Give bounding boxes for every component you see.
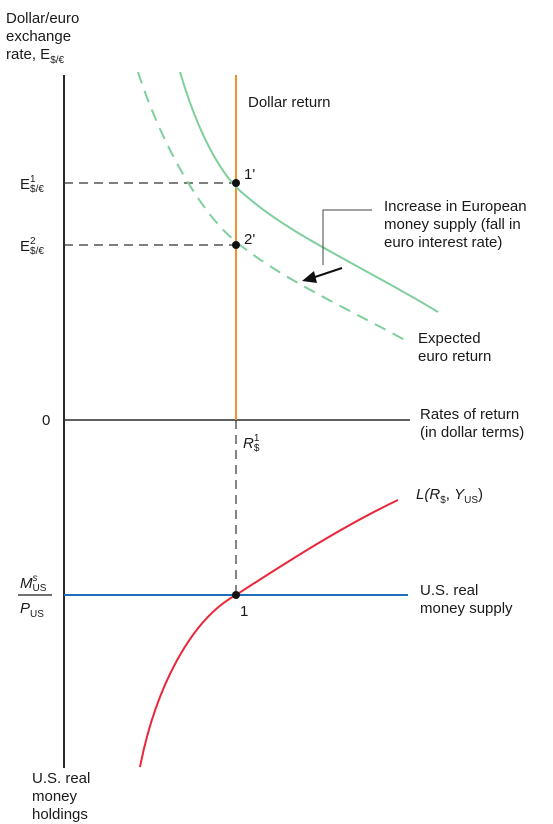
expected-euro-return-curve [179,71,439,313]
money-holdings-axis-label: U.S. real money holdings [32,770,91,823]
point-1prime-dot [232,179,240,187]
shift-arrowhead [302,271,317,283]
point-1prime-label: 1' [244,166,256,183]
point-1-dot [232,591,240,599]
shift-arrow [311,267,343,279]
money-demand-label: L(R$, YUS) [416,486,484,506]
e1-label: E 1 $/€ [20,174,44,195]
money-demand-curve [139,499,399,768]
zero-label: 0 [42,412,51,429]
point-1-label: 1 [240,603,249,620]
dollar-return-label: Dollar return [248,94,331,111]
money-supply-label: U.S. real money supply [420,582,513,617]
point-2prime-dot [232,241,240,249]
shifted-euro-return-curve [137,71,406,341]
x-axis-label: Rates of return (in dollar terms) [420,406,525,441]
point-2prime-label: 2' [244,231,256,248]
r-dollar-label: R 1 $ [243,433,260,454]
annotation-leader [322,209,372,265]
money-supply-increase-annotation: Increase in European money supply (fall … [384,198,527,251]
e2-label: E 2 $/€ [20,236,44,257]
expected-euro-return-label: Expected euro return [418,330,492,365]
money-ratio-denominator: PUS [20,600,44,620]
y-axis-title: Dollar/euro exchange rate, E$/€ [6,10,80,66]
